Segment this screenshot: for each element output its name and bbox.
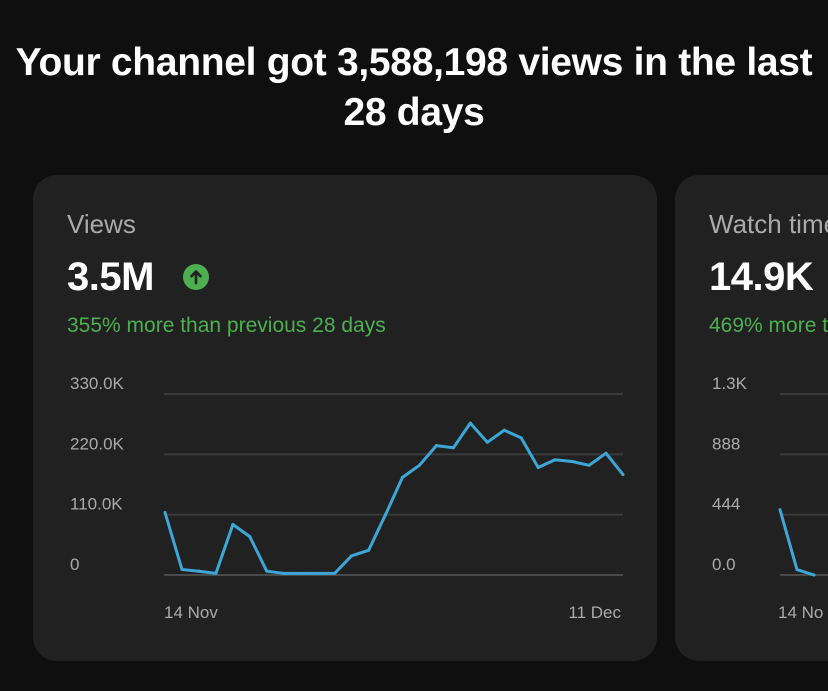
arrow-up-circle-icon [183,264,209,290]
page-title: Your channel got 3,588,198 views in the … [15,41,813,134]
data-point [553,458,557,462]
watch-time-change: 469% more than previous 28 days [709,314,828,337]
data-point [468,421,472,425]
data-point [812,573,816,577]
views-value: 3.5M [67,255,154,299]
x-tick-label: 14 Nov [164,603,218,622]
data-point [214,571,218,575]
data-point [621,473,625,477]
data-point [333,571,337,575]
views-line-chart: 0 110.0K 220.0K 330.0K 14 Nov 11 Dec [70,374,625,622]
data-point [265,569,269,573]
data-point [316,571,320,575]
data-point [434,444,438,448]
data-point [197,569,201,573]
y-tick-label: 1.3K [712,374,748,393]
views-change: 355% more than previous 28 days [67,314,386,337]
x-tick-label: 11 Dec [568,603,621,622]
y-tick-label: 330.0K [70,374,125,393]
views-label: Views [67,209,136,239]
data-point [367,548,371,552]
data-point [570,459,574,463]
data-point [350,554,354,558]
views-card[interactable]: Views 3.5M 355% more than previous 28 da… [33,175,657,661]
data-point [795,568,799,572]
data-point [587,463,591,467]
data-point [400,475,404,479]
x-tick-label: 14 No [778,603,823,622]
y-tick-label: 888 [712,434,740,453]
watch-time-line-chart: 0.0 444 888 1.3K 14 No [712,374,828,622]
data-point [519,436,523,440]
watch-time-value: 14.9K [709,255,814,299]
data-point [248,535,252,539]
data-point [163,510,167,514]
data-point [180,568,184,572]
series-line [163,421,625,575]
data-point [451,446,455,450]
data-point [384,513,388,517]
data-point [417,463,421,467]
data-point [604,451,608,455]
series-line [778,508,816,577]
watch-time-label: Watch time (hours) [709,209,828,239]
data-point [231,523,235,527]
data-point [778,508,782,512]
data-point [502,428,506,432]
data-point [299,571,303,575]
y-tick-label: 0 [70,555,79,574]
watch-time-card[interactable]: Watch time (hours) 14.9K 469% more than … [675,175,828,661]
y-tick-label: 444 [712,495,740,514]
data-point [282,571,286,575]
data-point [485,440,489,444]
y-tick-label: 220.0K [70,434,125,453]
y-tick-label: 110.0K [70,495,123,514]
y-tick-label: 0.0 [712,555,736,574]
data-point [536,465,540,469]
